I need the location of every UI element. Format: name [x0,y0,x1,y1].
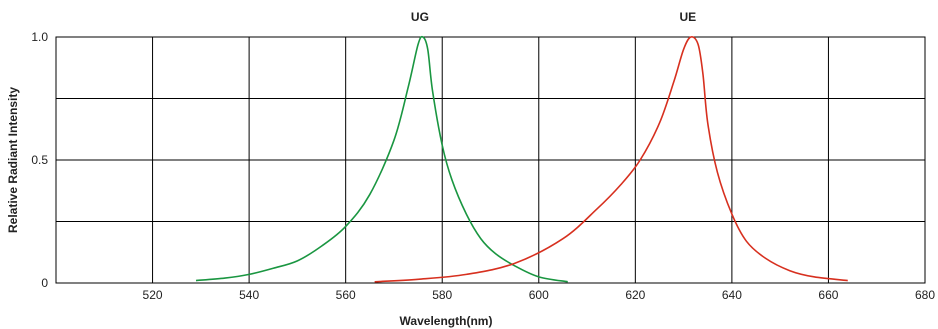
series-curves [195,35,848,283]
x-axis-label: Wavelength(nm) [400,314,493,328]
x-tick-label: 620 [625,288,645,302]
x-tick-label: 640 [722,288,742,302]
y-tick-label: 0.5 [31,153,48,167]
series-labels: UG UE [411,10,696,24]
x-tick-label: 520 [143,288,163,302]
series-line-ue [374,36,848,283]
grid-lines [55,36,926,284]
series-label-ug: UG [411,10,429,24]
x-tick-label: 600 [529,288,549,302]
y-tick-label: 0 [41,276,48,290]
y-tick-label: 1.0 [31,30,48,44]
x-tick-label: 540 [239,288,259,302]
series-label-ue: UE [680,10,697,24]
x-tick-label: 560 [336,288,356,302]
x-tick-label: 680 [915,288,935,302]
x-tick-labels: 520 540 560 580 600 620 640 660 680 [143,288,936,302]
y-tick-labels: 0 0.5 1.0 [31,30,48,290]
series-line-ug [195,35,568,283]
x-tick-label: 580 [432,288,452,302]
y-axis-label: Relative Radiant Intensity [6,87,20,233]
x-tick-label: 660 [818,288,838,302]
